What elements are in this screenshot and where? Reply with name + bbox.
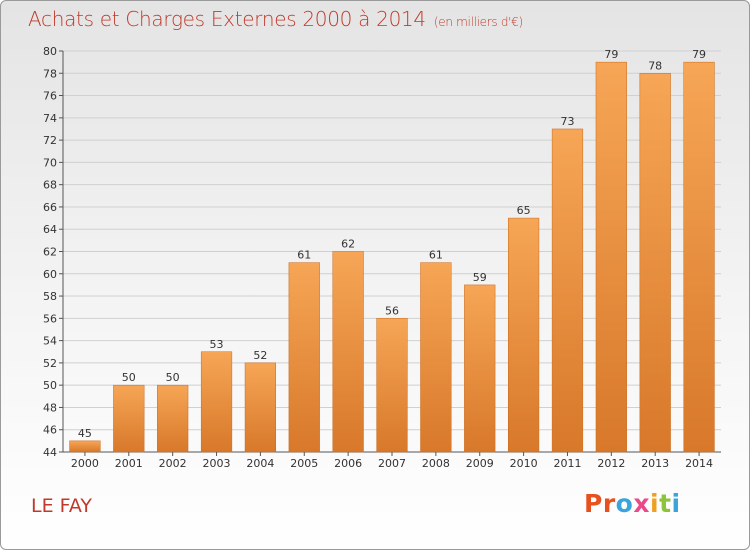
logo-letter: i (671, 489, 681, 518)
value-labels: 45 50 50 53 52 61 62 56 61 59 65 73 79 78 79 (78, 48, 706, 440)
x-tick-label: 2006 (334, 457, 362, 470)
bar (69, 440, 101, 453)
bar (420, 262, 452, 453)
y-tick-label: 56 (43, 312, 57, 325)
y-tick-label: 64 (43, 223, 57, 236)
x-tick-label: 2003 (203, 457, 231, 470)
y-tick-label: 70 (43, 156, 57, 169)
x-tick-label: 2002 (159, 457, 187, 470)
data-label: 56 (385, 304, 399, 317)
bar (200, 351, 233, 453)
data-label: 65 (517, 204, 531, 217)
bar (376, 318, 408, 453)
data-label: 62 (341, 238, 355, 251)
y-tick-label: 44 (43, 446, 57, 459)
bar (288, 262, 320, 453)
y-tick-label: 76 (43, 90, 57, 103)
y-axis: 44 46 48 50 52 54 56 58 60 62 64 66 68 70 72 74 76 78 80 (43, 45, 721, 459)
y-tick-label: 54 (43, 335, 57, 348)
y-tick-label: 74 (43, 112, 57, 125)
x-tick-label: 2009 (466, 457, 494, 470)
logo-letter: i (650, 489, 660, 518)
data-label: 59 (473, 271, 487, 284)
y-tick-label: 58 (43, 290, 57, 303)
bar (464, 284, 496, 453)
data-label: 52 (253, 349, 267, 362)
chart-title: Achats et Charges Externes 2000 à 2014 (e… (28, 7, 523, 31)
y-tick-label: 48 (43, 401, 57, 414)
bar (157, 384, 189, 453)
commune-name: LE FAY (31, 495, 92, 517)
y-tick-label: 52 (43, 357, 57, 370)
x-tick-label: 2010 (510, 457, 538, 470)
bar (639, 73, 671, 453)
bar (507, 217, 540, 453)
y-tick-label: 72 (43, 134, 57, 147)
data-label: 73 (560, 115, 574, 128)
data-label: 79 (604, 48, 618, 61)
bar (113, 384, 145, 453)
x-tick-label: 2001 (115, 457, 143, 470)
y-tick-label: 78 (43, 67, 57, 80)
x-tick-label: 2005 (290, 457, 318, 470)
x-tick-label: 2014 (685, 457, 713, 470)
bar (595, 61, 627, 453)
bar (332, 251, 364, 453)
x-tick-label: 2004 (246, 457, 274, 470)
data-label: 79 (692, 48, 706, 61)
data-label: 61 (429, 249, 443, 262)
y-tick-label: 80 (43, 45, 57, 58)
proxiti-logo: Proxiti (584, 489, 681, 518)
x-tick-label: 2013 (641, 457, 669, 470)
y-tick-label: 46 (43, 424, 57, 437)
x-axis: 2000 2001 2002 2003 2004 2005 2006 2007 2008 2009… (71, 452, 713, 470)
data-label: 45 (78, 427, 92, 440)
x-tick-label: 2012 (597, 457, 625, 470)
chart-subtitle: (en milliers d'€) (433, 15, 523, 29)
y-tick-label: 50 (43, 379, 57, 392)
y-tick-label: 60 (43, 268, 57, 281)
logo-letter: P (584, 489, 603, 518)
y-tick-label: 66 (43, 201, 57, 214)
logo-letter: t (659, 489, 672, 518)
y-tick-label: 68 (43, 179, 57, 192)
data-label: 50 (166, 371, 180, 384)
data-label: 53 (210, 338, 224, 351)
title-text: Achats et Charges Externes 2000 à 2014 (28, 7, 426, 31)
bars (69, 61, 715, 453)
bar (244, 362, 277, 453)
x-tick-label: 2007 (378, 457, 406, 470)
x-tick-label: 2011 (553, 457, 581, 470)
x-tick-label: 2000 (71, 457, 99, 470)
x-tick-label: 2008 (422, 457, 450, 470)
bar (551, 128, 584, 453)
logo-letter: o (615, 489, 634, 518)
logo-letter: x (633, 489, 650, 518)
y-tick-label: 62 (43, 246, 57, 259)
bar (683, 61, 715, 453)
data-label: 61 (297, 249, 311, 262)
data-label: 78 (648, 59, 662, 72)
data-label: 50 (122, 371, 136, 384)
logo-letter: r (602, 489, 616, 518)
